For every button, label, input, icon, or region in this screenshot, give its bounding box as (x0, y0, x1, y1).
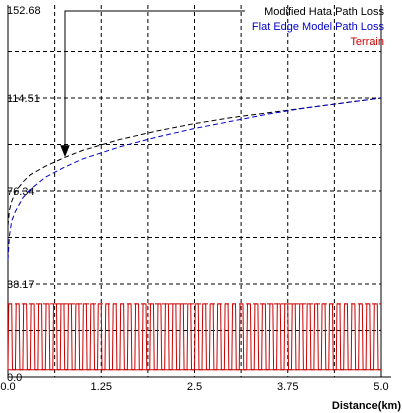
y-tick-label: 114.51 (7, 93, 40, 105)
legend-entry: Modified Hata Path Loss (264, 6, 384, 18)
x-axis-label: Distance(km) (332, 400, 401, 412)
y-tick-label: 0.0 (7, 372, 22, 384)
x-tick-label: 5.0 (373, 381, 388, 393)
x-tick-label: 2.5 (187, 381, 202, 393)
x-tick-label: 1.25 (91, 381, 112, 393)
x-tick-label: 3.75 (277, 381, 298, 393)
hata-path-loss-line (7, 97, 382, 226)
annotation-leader (64, 10, 245, 150)
legend-entry: Flat Edge Model Path Loss (252, 21, 385, 33)
y-tick-label: 152.68 (7, 5, 41, 17)
flat-edge-path-loss-line (7, 97, 382, 261)
y-tick-label: 76.34 (7, 186, 35, 198)
legend-entry: Terrain (350, 36, 384, 48)
y-tick-label: 38.17 (7, 279, 35, 291)
x-tick-label: 0.0 (0, 381, 15, 393)
annotation-arrow-head (60, 145, 70, 158)
